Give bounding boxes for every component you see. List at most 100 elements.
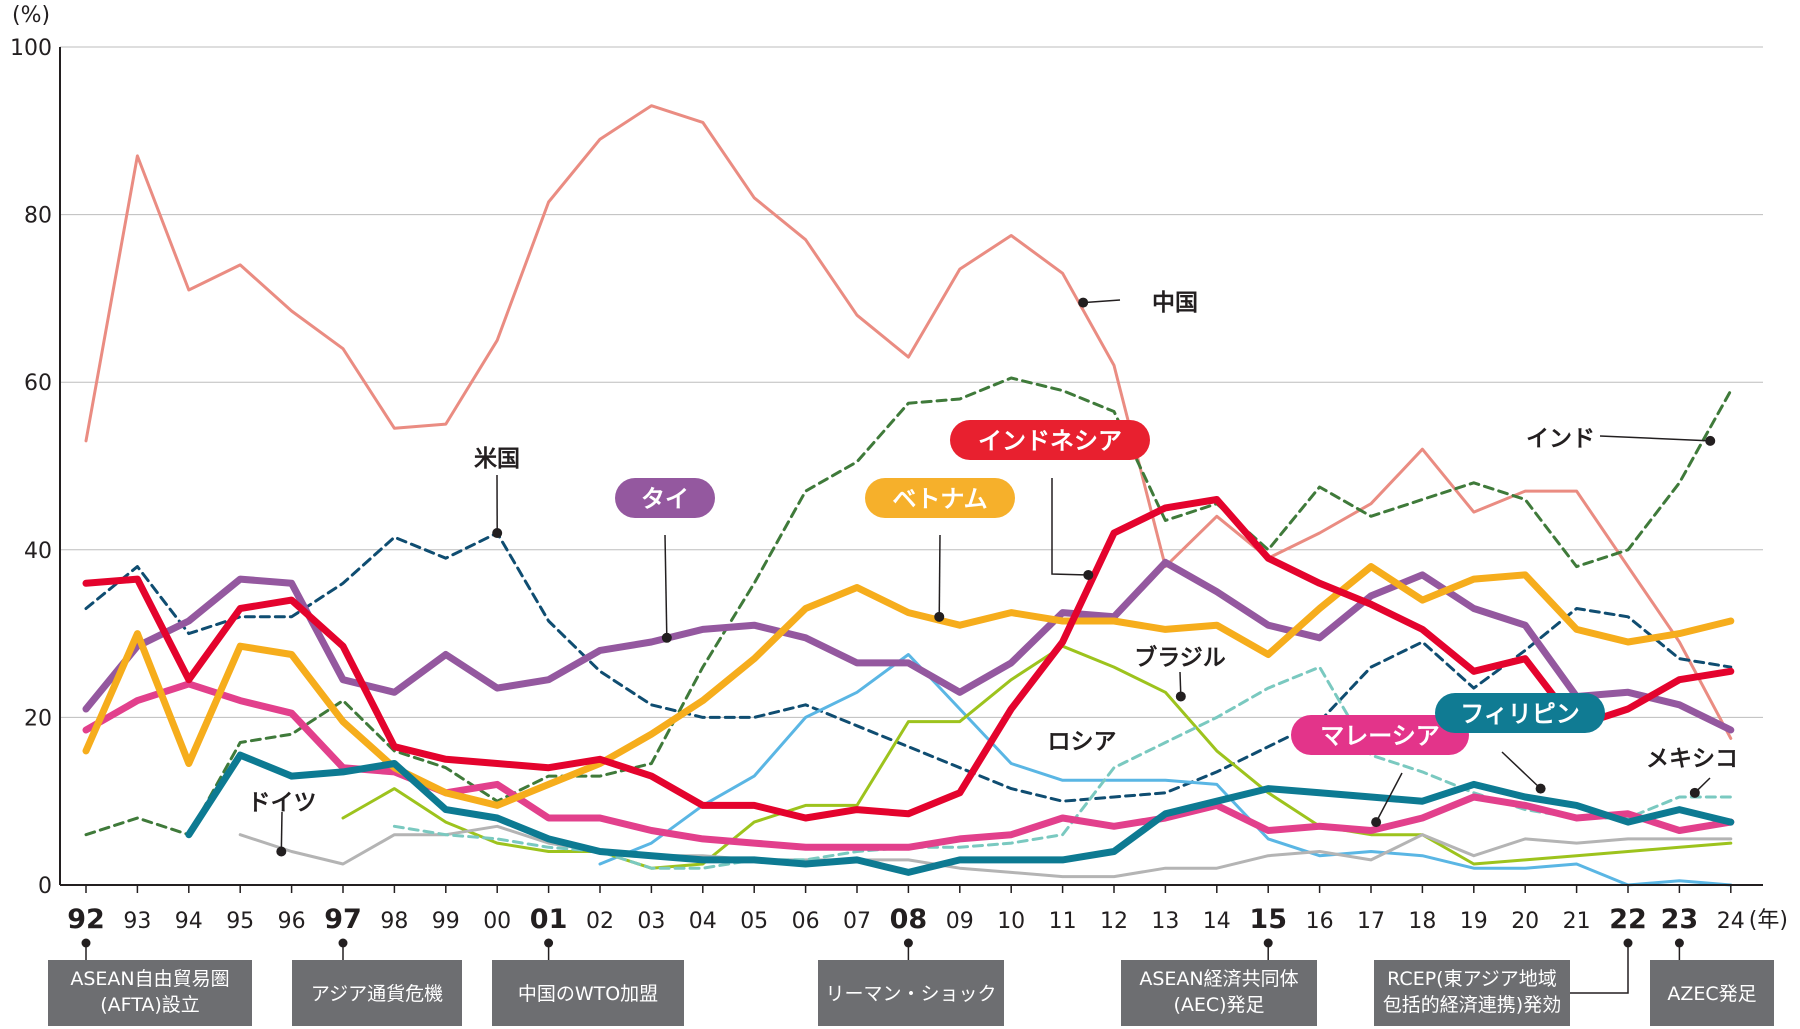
event-annotations: ASEAN自由貿易圏 (AFTA)設立 アジア通貨危機 中国のWTO加盟 リーマン・ショ… [48,938,1774,1026]
leader-dot [276,846,287,857]
x-tick-label: 03 [637,909,665,934]
x-tick-label: 19 [1460,909,1488,934]
series-label-インドネシア: インドネシア [950,420,1150,580]
label-text: 中国 [1152,290,1198,316]
series-line-ドイツ [238,824,1733,879]
series-label-米国: 米国 [474,446,520,539]
leader-dot [934,611,945,622]
x-tick-label: 16 [1306,909,1334,934]
series-line-インドネシア [82,496,1735,822]
event-text: (AEC)発足 [1173,994,1264,1016]
x-tick-label: 09 [946,909,974,934]
label-pill [1291,715,1469,755]
series-label-メキシコ: メキシコ [1646,746,1738,798]
series-line-中国 [84,104,1733,740]
x-tick-label: 21 [1563,909,1591,934]
series-label-ベトナム: ベトナム [865,478,1015,622]
x-unit-label: (年) [1749,908,1788,933]
event-08: リーマン・ショック [818,938,1004,1026]
x-tick-label: 17 [1357,909,1385,934]
label-pill [865,478,1015,518]
event-box [1374,960,1570,1026]
x-tick-label: 24 [1717,909,1745,934]
x-tick-label: 00 [483,909,511,934]
x-tick-label: 18 [1408,909,1436,934]
leader-dot [1689,787,1700,798]
leader-dot [1078,297,1089,308]
event-text: リーマン・ショック [825,983,996,1005]
event-text: ASEAN自由貿易圏 [70,968,229,990]
label-text: ベトナム [892,485,987,513]
label-pill [950,420,1150,460]
x-tick-label: 96 [278,909,306,934]
x-tick-label: 93 [123,909,151,934]
x-tick-label: 97 [324,904,362,935]
x-tick-label: 10 [997,909,1025,934]
x-tick-label: 22 [1609,904,1647,935]
leader-dot [1705,435,1716,446]
label-text: インドネシア [978,427,1122,455]
series-label-中国: 中国 [1078,290,1198,316]
series-label-ロシア: ロシア [1048,729,1117,755]
leader-line [1599,435,1711,442]
label-text: メキシコ [1646,746,1738,772]
series-label-ドイツ: ドイツ [248,790,317,857]
x-tick-label: 98 [380,909,408,934]
event-97: アジア通貨危機 [292,938,462,1026]
y-tick-label: 40 [24,539,52,564]
x-tick-label: 95 [226,909,254,934]
series-label-マレーシア: マレーシア [1291,715,1469,828]
x-tick-label: 12 [1100,909,1128,934]
event-text: ASEAN経済共同体 [1139,968,1298,990]
event-leader [1570,943,1629,994]
leader-dot [1175,691,1186,702]
event-01: 中国のWTO加盟 [492,938,684,1026]
series-line-フィリピン [185,751,1735,876]
y-tick-label: 100 [10,36,52,61]
event-box [818,960,1004,1026]
x-tick-label: 13 [1151,909,1179,934]
leader-line [280,811,283,852]
y-unit-label: (%) [12,3,50,28]
y-axis: 0 20 40 60 80 100 (%) [10,3,61,899]
series-lines [82,104,1735,887]
x-tick-label: 08 [890,904,928,935]
x-tick-label: 04 [689,909,717,934]
label-text: 米国 [474,446,520,472]
label-text: インド [1526,426,1595,452]
event-text: RCEP(東アジア地域 [1387,968,1557,990]
event-box [48,960,252,1026]
label-text: フィリピン [1460,700,1580,728]
event-box [292,960,462,1026]
x-tick-label: 07 [843,909,871,934]
x-tick-label: 20 [1511,909,1539,934]
x-tick-label: 02 [586,909,614,934]
label-pill [1435,693,1605,733]
x-axis: 92 93 94 95 96 97 98 99 00 01 02 03 04 05 06 07 08 09 10 11… [60,884,1788,935]
y-tick-label: 80 [24,204,52,229]
event-text: (AFTA)設立 [100,994,200,1016]
series-line-ベトナム [82,563,1735,809]
event-23: AZEC発足 [1650,938,1774,1026]
leader-line [1501,751,1542,790]
event-92: ASEAN自由貿易圏 (AFTA)設立 [48,938,252,1026]
label-text: タイ [641,485,689,513]
event-15: ASEAN経済共同体 (AEC)発足 [1121,938,1317,1026]
leader-dot [1535,783,1546,794]
leader-dot [1083,569,1094,580]
x-tick-label: 99 [432,909,460,934]
event-text: 中国のWTO加盟 [518,983,658,1005]
series-label-インド: インド [1526,426,1716,452]
leader-dot [1371,817,1382,828]
x-tick-label: 14 [1203,909,1231,934]
series-line-ブラジル [341,644,1733,870]
event-box [1121,960,1317,1026]
x-tick-label: 05 [740,909,768,934]
leader-line [664,534,668,638]
series-label-フィリピン: フィリピン [1435,693,1605,794]
leader-dot [492,528,503,539]
label-text: ドイツ [248,790,317,816]
